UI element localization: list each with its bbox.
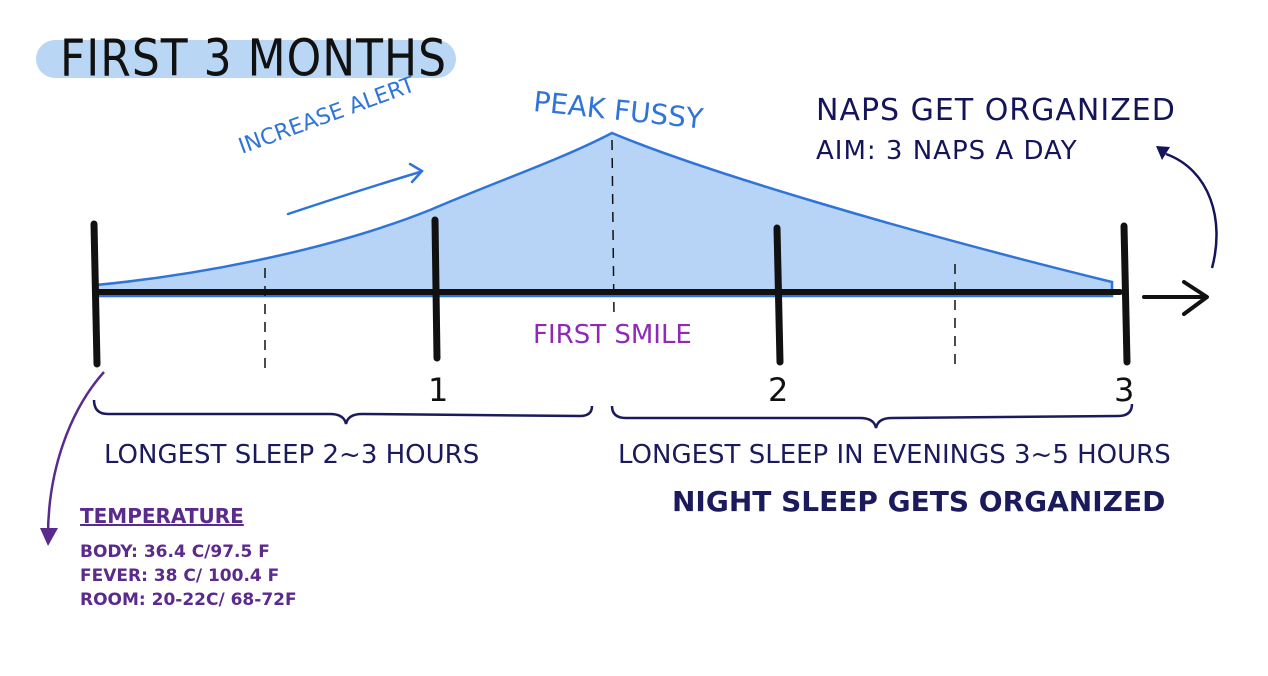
page-title: FIRST 3 MONTHS	[60, 29, 448, 89]
tick-label-2: 2	[768, 371, 789, 409]
temperature-arrow	[46, 371, 105, 537]
right-period-label-1: LONGEST SLEEP IN EVENINGS 3~5 HOURS	[618, 440, 1171, 470]
tick-month-3	[1120, 222, 1131, 366]
fussiness-area	[94, 131, 1114, 298]
peak-dash	[611, 139, 615, 317]
temperature-fever: FEVER: 38 C/ 100.4 F	[80, 566, 280, 586]
temperature-title: TEMPERATURE	[80, 504, 244, 528]
tick-month-1	[431, 216, 441, 362]
naps-label: NAPS GET ORGANIZED	[816, 93, 1176, 128]
temperature-body: BODY: 36.4 C/97.5 F	[80, 542, 270, 562]
left-period-label: LONGEST SLEEP 2~3 HOURS	[104, 440, 480, 470]
title-highlight	[36, 40, 456, 78]
aim-label: AIM: 3 NAPS A DAY	[816, 136, 1078, 166]
naps-arrowhead	[1156, 146, 1170, 160]
temperature-arrowhead	[40, 528, 58, 546]
first-smile-label: FIRST SMILE	[533, 320, 692, 350]
tick-label-3: 3	[1114, 371, 1135, 409]
tick-start	[90, 220, 101, 368]
timeline-arrowhead	[1182, 280, 1209, 316]
right-period-label-2: NIGHT SLEEP GETS ORGANIZED	[672, 485, 1166, 518]
left-period-brace	[92, 399, 594, 425]
temperature-room: ROOM: 20-22C/ 68-72F	[80, 590, 297, 610]
naps-arrow	[1165, 152, 1218, 269]
tick-label-1: 1	[428, 371, 449, 409]
right-period-brace	[610, 403, 1134, 429]
tick-month-2	[773, 224, 784, 366]
increase-alert-arrowhead	[408, 162, 424, 184]
increase-alert-arrow	[286, 170, 422, 216]
